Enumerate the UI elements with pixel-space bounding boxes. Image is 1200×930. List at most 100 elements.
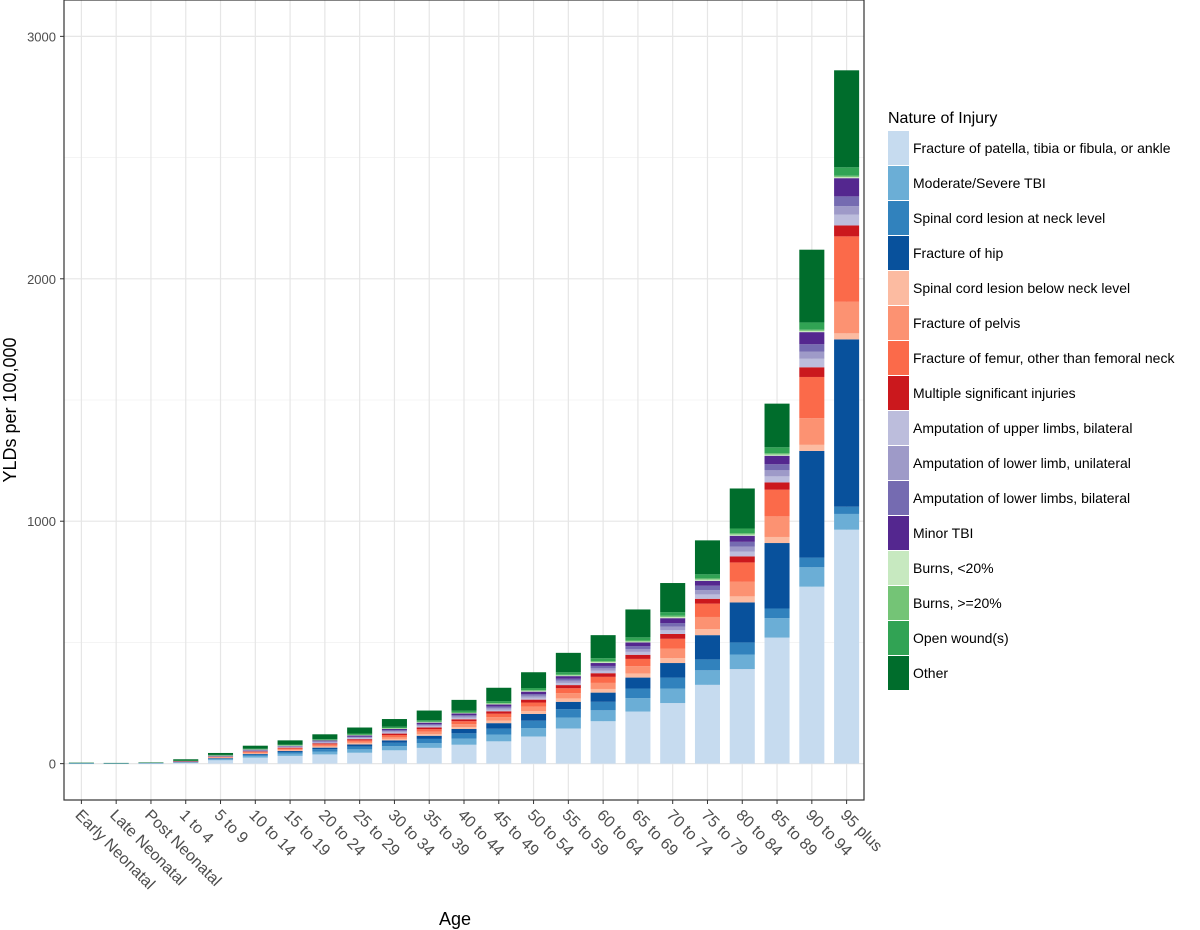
bar-segment xyxy=(555,701,581,710)
bar-segment xyxy=(416,725,442,727)
bar-segment xyxy=(381,726,407,728)
bar-segment xyxy=(799,358,825,368)
bar-segment xyxy=(764,454,790,456)
bar-segment xyxy=(347,736,373,738)
bar-segment xyxy=(590,710,616,722)
bar-segment xyxy=(590,676,616,683)
bar-segment xyxy=(694,579,720,581)
bar-segment xyxy=(486,687,512,702)
bar-segment xyxy=(451,738,477,745)
bar-segment xyxy=(381,736,407,739)
bar-segment xyxy=(486,704,512,707)
bar-segment xyxy=(590,663,616,666)
legend-label: Burns, >=20% xyxy=(913,595,1002,611)
bar-segment xyxy=(208,760,234,764)
bar-segment xyxy=(486,707,512,710)
bar-segment xyxy=(625,637,651,641)
bar-segment xyxy=(555,674,581,676)
bar-segment xyxy=(521,672,547,688)
bar-segment xyxy=(660,615,686,617)
bar-segment xyxy=(242,754,268,756)
bar-segment xyxy=(521,706,547,712)
bar-segment xyxy=(555,685,581,689)
bar-segment xyxy=(312,749,338,752)
bar-segment xyxy=(625,673,651,678)
bar-segment xyxy=(312,739,338,740)
bar-segment xyxy=(277,749,303,751)
legend: Nature of Injury Fracture of patella, ti… xyxy=(888,110,1175,690)
bar-segment xyxy=(242,757,268,764)
bar-segment xyxy=(381,746,407,751)
bar-segment xyxy=(694,684,720,764)
legend-label: Other xyxy=(913,665,948,681)
bar-segment xyxy=(521,728,547,737)
bar-segment xyxy=(764,489,790,517)
legend-key xyxy=(888,341,909,375)
bar-segment xyxy=(381,732,407,734)
legend-title: Nature of Injury xyxy=(888,110,997,127)
legend-key xyxy=(888,306,909,340)
bar-segment xyxy=(764,608,790,619)
bar-segment xyxy=(381,728,407,731)
bar-segment xyxy=(694,629,720,636)
bar-segment xyxy=(764,447,790,454)
x-tick-label: 5 to 9 xyxy=(211,807,251,847)
bar-segment xyxy=(347,735,373,737)
bar-segment xyxy=(590,670,616,674)
bar-segment xyxy=(451,717,477,720)
bar-segment xyxy=(208,752,234,755)
bar-segment xyxy=(277,747,303,749)
bar-segment xyxy=(660,638,686,649)
bar-segment xyxy=(799,418,825,445)
bar-segment xyxy=(729,534,755,536)
bar-segment xyxy=(451,710,477,713)
bar-segment xyxy=(625,646,651,649)
bar-segment xyxy=(416,747,442,764)
bar-segment xyxy=(416,738,442,744)
bar-segment xyxy=(277,750,303,752)
bar-segment xyxy=(799,557,825,568)
bar-segment xyxy=(799,332,825,345)
bar-segment xyxy=(834,214,860,226)
legend-label: Burns, <20% xyxy=(913,560,994,576)
legend-key xyxy=(888,201,909,235)
y-tick-label: 1000 xyxy=(27,514,56,529)
legend-key xyxy=(888,411,909,445)
legend-label: Amputation of upper limbs, bilateral xyxy=(913,420,1132,436)
bar-segment xyxy=(486,728,512,735)
legend-key xyxy=(888,656,909,690)
bar-segment xyxy=(521,691,547,695)
bar-segment xyxy=(590,721,616,764)
bar-segment xyxy=(625,654,651,659)
bar-segment xyxy=(729,654,755,670)
bar-segment xyxy=(486,703,512,705)
legend-label: Fracture of pelvis xyxy=(913,315,1020,331)
bar-segment xyxy=(764,403,790,448)
bar-segment xyxy=(555,675,581,677)
bar-segment xyxy=(660,677,686,689)
bar-segment xyxy=(625,677,651,689)
bar-segment xyxy=(521,695,547,698)
bar-segment xyxy=(694,616,720,630)
bar-segment xyxy=(799,330,825,333)
bar-segment xyxy=(451,727,477,729)
bar-segment xyxy=(347,744,373,747)
bar-segment xyxy=(660,616,686,619)
y-axis-title: YLDs per 100,000 xyxy=(0,337,20,482)
legend-key xyxy=(888,516,909,550)
bar-segment xyxy=(416,735,442,739)
bar-segment xyxy=(694,635,720,660)
bar-segment xyxy=(764,536,790,544)
bar-segment xyxy=(834,333,860,340)
bar-segment xyxy=(416,731,442,735)
bar-segment xyxy=(590,692,616,702)
bar-segment xyxy=(834,196,860,207)
bar-segment xyxy=(764,464,790,471)
bar-segment xyxy=(521,690,547,692)
bar-segment xyxy=(764,455,790,465)
bar-segment xyxy=(834,339,860,507)
bar-segment xyxy=(625,641,651,643)
bar-segment xyxy=(416,726,442,728)
bar-segment xyxy=(625,688,651,699)
bar-segment xyxy=(799,567,825,587)
